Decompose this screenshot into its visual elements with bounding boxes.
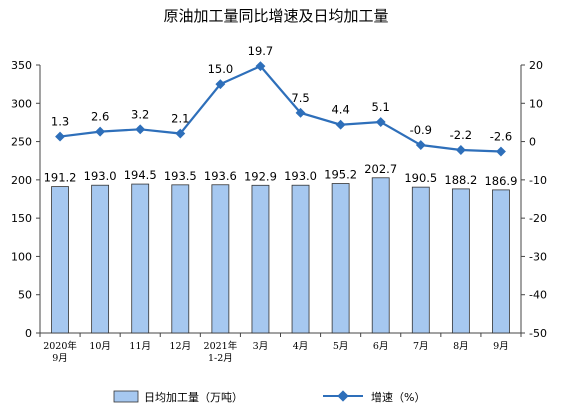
line-point	[55, 131, 65, 142]
bar	[331, 183, 350, 334]
line-data-label: 7.5	[291, 91, 309, 105]
y-left-tick-label: 350	[11, 59, 32, 72]
legend: 日均加工量（万吨） 增速（%）	[113, 390, 425, 404]
y-right-tick-label: 0	[529, 136, 536, 149]
x-tick-label: 8月	[453, 341, 469, 352]
x-tick-label: 12月	[169, 341, 191, 352]
line-point	[135, 124, 146, 135]
bar	[291, 184, 310, 334]
x-tick-label: 7月	[413, 341, 429, 352]
bar-data-label: 202.7	[364, 162, 397, 176]
x-tick-label: 3月	[253, 341, 269, 352]
bar-data-label: 193.6	[204, 169, 237, 183]
x-tick-label: 5月	[333, 341, 349, 352]
bar	[451, 188, 470, 334]
bar	[251, 184, 270, 334]
line-data-label: 1.3	[51, 115, 69, 129]
y-right-tick-label: 20	[529, 59, 543, 72]
line-data-label: -0.9	[410, 123, 432, 137]
bar-data-label: 194.5	[124, 168, 157, 182]
bar-data-label: 193.0	[284, 169, 317, 183]
bar-data-label: 188.2	[444, 173, 477, 187]
line-point	[455, 145, 466, 155]
bar-data-label: 193.0	[84, 169, 117, 183]
line-point	[175, 128, 186, 139]
line-data-label: 2.6	[91, 110, 109, 124]
y-right-tick-label: -40	[529, 289, 547, 302]
line-point	[496, 146, 506, 157]
bar	[91, 184, 110, 334]
line-data-label: 19.7	[248, 44, 274, 58]
line-data-label: 4.4	[331, 103, 349, 117]
legend-line-marker	[337, 390, 349, 402]
line-data-label: 3.2	[131, 107, 149, 121]
y-left-tick-label: 50	[18, 289, 32, 302]
y-left-tick-label: 0	[25, 327, 32, 340]
bar-data-label: 190.5	[404, 171, 437, 185]
x-tick-label: 11月	[129, 341, 151, 352]
bar-data-label: 195.2	[324, 168, 357, 182]
line-data-label: 5.1	[372, 100, 390, 114]
bar-data-label: 186.9	[484, 174, 517, 188]
bar	[411, 186, 430, 334]
y-right-tick-label: -10	[529, 174, 547, 187]
x-tick-label: 9月	[52, 353, 68, 364]
line-data-label: 2.1	[171, 112, 189, 126]
y-left-tick-label: 150	[11, 212, 32, 225]
y-right-tick-label: -20	[529, 212, 547, 225]
x-tick-label: 2021年	[204, 340, 238, 352]
chart-title: 原油加工量同比增速及日均加工量	[163, 7, 388, 25]
y-left-tick-label: 200	[11, 174, 32, 187]
y-right-tick-label: 10	[529, 97, 543, 110]
line-series	[55, 61, 506, 157]
x-tick-label: 10月	[89, 341, 111, 352]
bar	[131, 183, 150, 334]
line-point	[375, 117, 386, 127]
line-point	[335, 119, 346, 130]
bar-series	[51, 177, 510, 334]
bar	[51, 186, 69, 334]
bar-data-label: 191.2	[44, 171, 77, 185]
bar	[211, 184, 230, 334]
line-point	[415, 140, 426, 150]
y-right-tick-label: -50	[529, 327, 547, 340]
line-point	[215, 79, 226, 90]
bar	[371, 177, 390, 334]
y-left-tick-label: 300	[11, 97, 32, 110]
bar	[492, 189, 510, 334]
bar-labels: 191.2 193.0 194.5 193.5 193.6 192.9 193.0 195.2…	[44, 162, 518, 188]
legend-bar-swatch	[113, 390, 139, 403]
x-tick-label: 1-2月	[208, 353, 233, 364]
x-tick-label: 6月	[373, 341, 389, 352]
legend-line-label: 增速（%）	[371, 390, 425, 404]
line-point	[95, 126, 106, 137]
x-tick-label: 9月	[493, 341, 509, 352]
line-data-label: 15.0	[208, 62, 234, 76]
line-labels: 1.3 2.6 3.2 2.1 15.0 19.7 7.5 4.4 5.1 -0.9 -2.2 -2.…	[51, 44, 512, 143]
bar	[171, 184, 190, 334]
line-path	[59, 64, 502, 153]
y-left-tick-label: 100	[11, 250, 32, 263]
line-data-label: -2.6	[490, 130, 512, 144]
y-right-tick-label: -30	[529, 250, 547, 263]
line-data-label: -2.2	[450, 128, 472, 142]
x-tick-label: 2020年	[43, 340, 77, 352]
y-left-tick-label: 250	[11, 136, 32, 149]
axes: 0 50 100 150 200 250 300 350 -50 -40 -30 -20 -10 0 10 2…	[11, 59, 547, 340]
bar-data-label: 193.5	[164, 169, 197, 183]
legend-bar-label: 日均加工量（万吨）	[144, 391, 243, 404]
x-tick-label: 4月	[293, 341, 309, 352]
bar-data-label: 192.9	[244, 169, 277, 183]
